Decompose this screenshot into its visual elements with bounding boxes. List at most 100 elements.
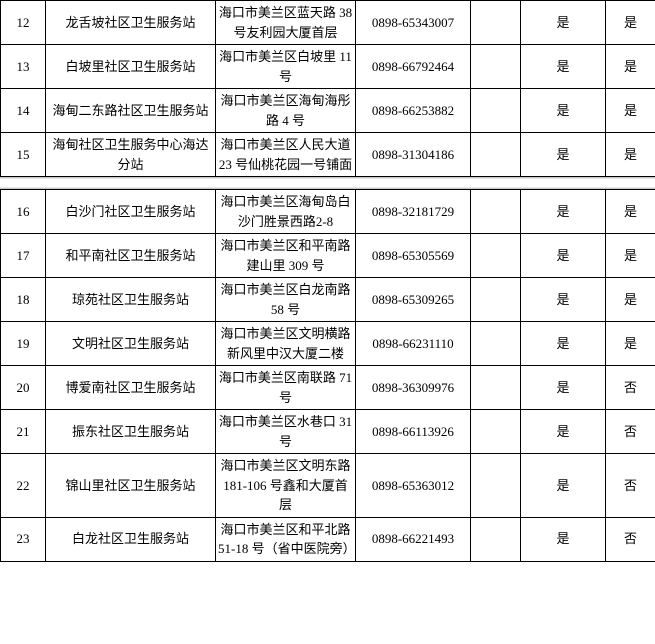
cell-addr: 海口市美兰区和平南路建山里 309 号 (216, 234, 356, 278)
document-page: 12 龙舌坡社区卫生服务站 海口市美兰区蓝天路 38 号友利园大厦首层 0898… (0, 0, 655, 562)
cell-f1: 是 (521, 366, 606, 410)
cell-addr: 海口市美兰区文明东路 181-106 号鑫和大厦首层 (216, 454, 356, 518)
cell-f2: 否 (606, 410, 655, 454)
cell-name: 白龙社区卫生服务站 (46, 517, 216, 561)
cell-name: 振东社区卫生服务站 (46, 410, 216, 454)
cell-f1: 是 (521, 410, 606, 454)
cell-addr: 海口市美兰区海甸岛白沙门胜景西路2-8 (216, 190, 356, 234)
cell-name: 锦山里社区卫生服务站 (46, 454, 216, 518)
cell-addr: 海口市美兰区海甸海彤路 4 号 (216, 89, 356, 133)
cell-f2: 是 (606, 1, 655, 45)
cell-tel: 0898-32181729 (356, 190, 471, 234)
cell-tel: 0898-65363012 (356, 454, 471, 518)
page-break-gap (0, 177, 655, 189)
cell-f2: 是 (606, 234, 655, 278)
cell-addr: 海口市美兰区南联路 71 号 (216, 366, 356, 410)
table-row: 21 振东社区卫生服务站 海口市美兰区水巷口 31 号 0898-6611392… (1, 410, 655, 454)
cell-f2: 否 (606, 517, 655, 561)
cell-tel: 0898-66792464 (356, 45, 471, 89)
cell-f2: 是 (606, 278, 655, 322)
cell-f1: 是 (521, 278, 606, 322)
table-row: 15 海甸社区卫生服务中心海达分站 海口市美兰区人民大道 23 号仙桃花园一号铺… (1, 133, 655, 177)
cell-addr: 海口市美兰区水巷口 31 号 (216, 410, 356, 454)
cell-f1: 是 (521, 45, 606, 89)
cell-idx: 13 (1, 45, 46, 89)
cell-idx: 16 (1, 190, 46, 234)
cell-tel: 0898-66231110 (356, 322, 471, 366)
cell-idx: 19 (1, 322, 46, 366)
cell-tel: 0898-66253882 (356, 89, 471, 133)
tbody-part1: 12 龙舌坡社区卫生服务站 海口市美兰区蓝天路 38 号友利园大厦首层 0898… (1, 1, 655, 177)
cell-f1: 是 (521, 234, 606, 278)
table-row: 20 博爱南社区卫生服务站 海口市美兰区南联路 71 号 0898-363099… (1, 366, 655, 410)
cell-name: 文明社区卫生服务站 (46, 322, 216, 366)
cell-name: 海甸社区卫生服务中心海达分站 (46, 133, 216, 177)
cell-gap (471, 454, 521, 518)
cell-f1: 是 (521, 322, 606, 366)
cell-f1: 是 (521, 133, 606, 177)
cell-f2: 是 (606, 322, 655, 366)
cell-f2: 是 (606, 133, 655, 177)
cell-idx: 21 (1, 410, 46, 454)
cell-f1: 是 (521, 454, 606, 518)
table-row: 22 锦山里社区卫生服务站 海口市美兰区文明东路 181-106 号鑫和大厦首层… (1, 454, 655, 518)
table-row: 13 白坡里社区卫生服务站 海口市美兰区白坡里 11 号 0898-667924… (1, 45, 655, 89)
cell-name: 白沙门社区卫生服务站 (46, 190, 216, 234)
cell-tel: 0898-36309976 (356, 366, 471, 410)
cell-gap (471, 45, 521, 89)
cell-addr: 海口市美兰区白龙南路 58 号 (216, 278, 356, 322)
table-row: 23 白龙社区卫生服务站 海口市美兰区和平北路 51-18 号（省中医院旁） 0… (1, 517, 655, 561)
cell-gap (471, 89, 521, 133)
cell-tel: 0898-66113926 (356, 410, 471, 454)
cell-f2: 否 (606, 366, 655, 410)
table-row: 12 龙舌坡社区卫生服务站 海口市美兰区蓝天路 38 号友利园大厦首层 0898… (1, 1, 655, 45)
cell-gap (471, 1, 521, 45)
cell-gap (471, 410, 521, 454)
cell-name: 白坡里社区卫生服务站 (46, 45, 216, 89)
table-row: 14 海甸二东路社区卫生服务站 海口市美兰区海甸海彤路 4 号 0898-662… (1, 89, 655, 133)
cell-name: 海甸二东路社区卫生服务站 (46, 89, 216, 133)
cell-addr: 海口市美兰区人民大道 23 号仙桃花园一号铺面 (216, 133, 356, 177)
cell-f1: 是 (521, 89, 606, 133)
cell-idx: 20 (1, 366, 46, 410)
cell-f2: 是 (606, 190, 655, 234)
cell-gap (471, 190, 521, 234)
cell-addr: 海口市美兰区文明横路新风里中汉大厦二楼 (216, 322, 356, 366)
cell-gap (471, 322, 521, 366)
cell-name: 和平南社区卫生服务站 (46, 234, 216, 278)
cell-gap (471, 133, 521, 177)
cell-tel: 0898-65305569 (356, 234, 471, 278)
table-part2: 16 白沙门社区卫生服务站 海口市美兰区海甸岛白沙门胜景西路2-8 0898-3… (0, 189, 655, 562)
cell-f1: 是 (521, 1, 606, 45)
cell-name: 琼苑社区卫生服务站 (46, 278, 216, 322)
cell-addr: 海口市美兰区蓝天路 38 号友利园大厦首层 (216, 1, 356, 45)
tbody-part2: 16 白沙门社区卫生服务站 海口市美兰区海甸岛白沙门胜景西路2-8 0898-3… (1, 190, 655, 562)
cell-tel: 0898-66221493 (356, 517, 471, 561)
table-row: 19 文明社区卫生服务站 海口市美兰区文明横路新风里中汉大厦二楼 0898-66… (1, 322, 655, 366)
cell-f2: 是 (606, 45, 655, 89)
cell-idx: 15 (1, 133, 46, 177)
cell-gap (471, 517, 521, 561)
cell-idx: 14 (1, 89, 46, 133)
cell-gap (471, 278, 521, 322)
cell-addr: 海口市美兰区和平北路 51-18 号（省中医院旁） (216, 517, 356, 561)
cell-tel: 0898-65343007 (356, 1, 471, 45)
cell-idx: 18 (1, 278, 46, 322)
table-row: 17 和平南社区卫生服务站 海口市美兰区和平南路建山里 309 号 0898-6… (1, 234, 655, 278)
cell-f2: 否 (606, 454, 655, 518)
table-part1: 12 龙舌坡社区卫生服务站 海口市美兰区蓝天路 38 号友利园大厦首层 0898… (0, 0, 655, 177)
cell-idx: 12 (1, 1, 46, 45)
cell-name: 博爱南社区卫生服务站 (46, 366, 216, 410)
cell-gap (471, 234, 521, 278)
table-row: 16 白沙门社区卫生服务站 海口市美兰区海甸岛白沙门胜景西路2-8 0898-3… (1, 190, 655, 234)
cell-f2: 是 (606, 89, 655, 133)
cell-addr: 海口市美兰区白坡里 11 号 (216, 45, 356, 89)
table-row: 18 琼苑社区卫生服务站 海口市美兰区白龙南路 58 号 0898-653092… (1, 278, 655, 322)
cell-idx: 17 (1, 234, 46, 278)
cell-tel: 0898-65309265 (356, 278, 471, 322)
cell-idx: 23 (1, 517, 46, 561)
cell-f1: 是 (521, 517, 606, 561)
cell-idx: 22 (1, 454, 46, 518)
cell-tel: 0898-31304186 (356, 133, 471, 177)
cell-name: 龙舌坡社区卫生服务站 (46, 1, 216, 45)
